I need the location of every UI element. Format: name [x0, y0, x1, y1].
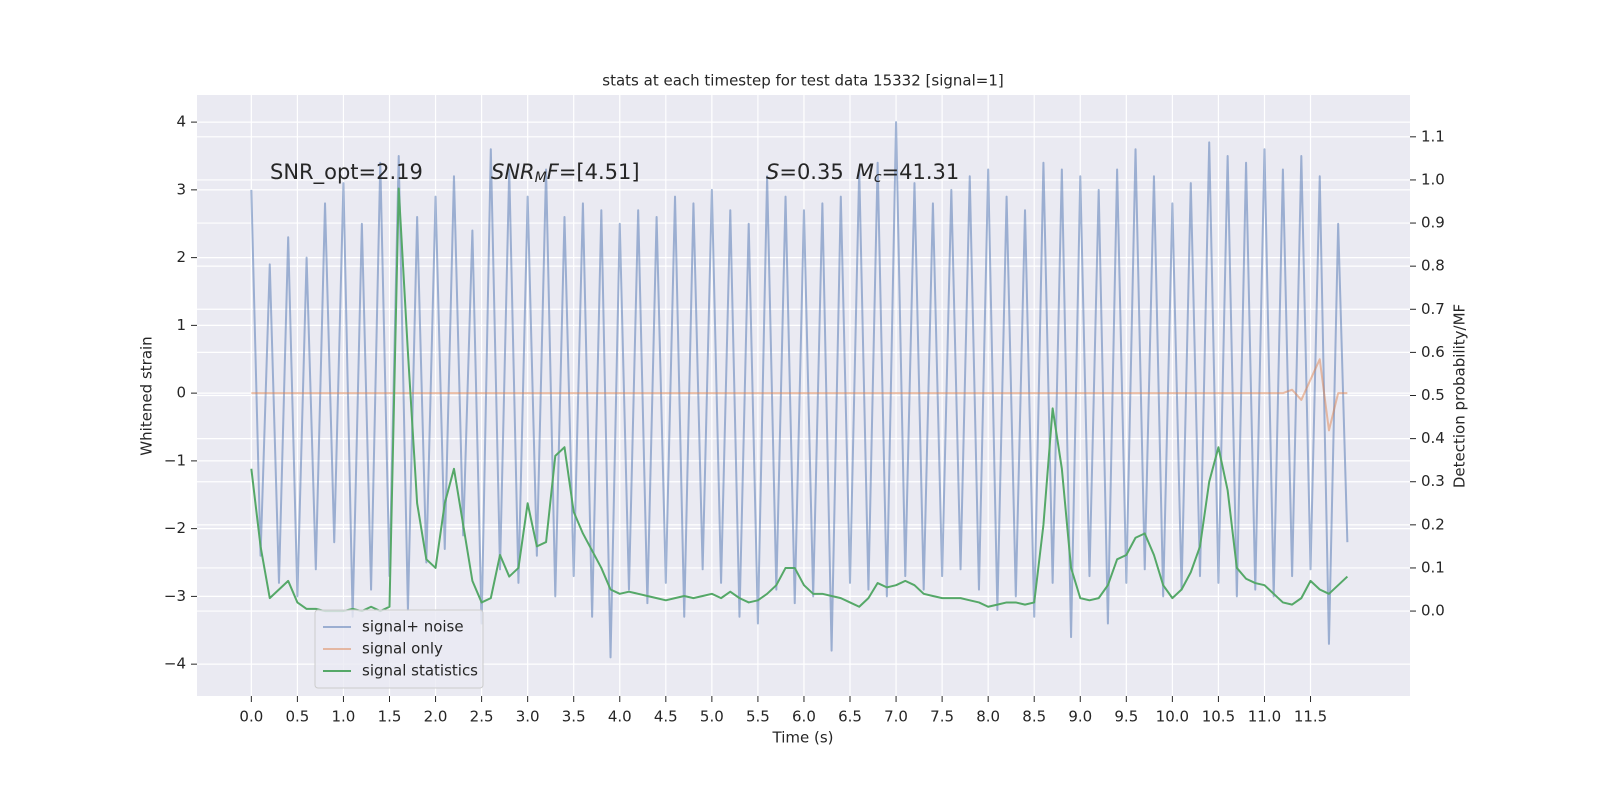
legend-label: signal only	[362, 640, 443, 658]
x-tick-label: 4.0	[608, 708, 632, 726]
series-line	[250, 121, 1349, 659]
x-tick-label: 11.5	[1294, 708, 1327, 726]
x-tick-label: 9.5	[1114, 708, 1138, 726]
y2-axis-label: Detection probability/MF	[1451, 304, 1469, 488]
x-tick-label: 4.5	[654, 708, 678, 726]
legend: signal+ noise signal only signal statistic…	[314, 609, 484, 689]
x-tick-label: 1.0	[332, 708, 356, 726]
y2-tick-label: 1.0	[1421, 170, 1445, 188]
labels: 0.0 0.5 1.0 1.5 2.0 2.5 3.0 3.5 4.0 4.5 5.0 5.5 6.0 6…	[164, 113, 1445, 726]
legend-label: signal+ noise	[362, 618, 464, 636]
chart-title: stats at each timestep for test data 153…	[602, 72, 1003, 90]
x-tick-label: 7.5	[930, 708, 954, 726]
annotation-part: c	[874, 170, 882, 186]
y2-tick-label: 0.7	[1421, 300, 1445, 318]
y-tick-label: 3	[176, 180, 186, 198]
y2-tick-label: 0.0	[1421, 602, 1445, 620]
x-tick-label: 6.5	[838, 708, 862, 726]
y-tick-label: −4	[164, 655, 186, 673]
x-tick-label: 0.0	[239, 708, 263, 726]
series-line	[250, 187, 1349, 613]
y-tick-label: −1	[164, 451, 186, 469]
annotation-part: =41.31	[882, 160, 960, 184]
y-tick-label: 4	[176, 113, 186, 131]
y2-tick-label: 0.1	[1421, 558, 1445, 576]
x-tick-label: 10.5	[1202, 708, 1235, 726]
y2-tick-label: 0.8	[1421, 257, 1445, 275]
x-tick-label: 2.5	[470, 708, 494, 726]
y2-tick-label: 1.1	[1421, 127, 1445, 145]
x-tick-label: 5.0	[700, 708, 724, 726]
legend-box	[314, 609, 484, 689]
annotation: SNR_opt=2.19	[270, 160, 423, 185]
annotation-part: M	[535, 170, 547, 186]
x-axis-label: Time (s)	[772, 729, 834, 747]
annotation-part: =0.35	[779, 160, 843, 184]
x-tick-label: 5.5	[746, 708, 770, 726]
annotation-part: SNR_opt=2.19	[270, 160, 423, 185]
y2-tick-label: 0.4	[1421, 429, 1445, 447]
y2-tick-label: 0.9	[1421, 214, 1445, 232]
x-tick-label: 2.0	[424, 708, 448, 726]
y-tick-label: 0	[176, 384, 186, 402]
x-tick-label: 6.0	[792, 708, 816, 726]
y-tick-label: −3	[164, 587, 186, 605]
y2-tick-label: 0.2	[1421, 515, 1445, 533]
x-tick-label: 3.0	[516, 708, 540, 726]
y-tick-label: 1	[176, 316, 186, 334]
x-tick-label: 0.5	[285, 708, 309, 726]
x-tick-label: 11.0	[1248, 708, 1281, 726]
annotation-part: F	[547, 160, 560, 184]
y2-tick-label: 0.6	[1421, 343, 1445, 361]
x-tick-label: 9.0	[1068, 708, 1092, 726]
annotation-part: SNR	[491, 160, 535, 184]
y-axis-label: Whitened strain	[138, 336, 156, 455]
x-tick-label: 3.5	[562, 708, 586, 726]
annotation: SNRMF=[4.51]	[491, 160, 640, 186]
series-line	[251, 358, 1348, 432]
marks	[250, 121, 1349, 659]
x-tick-label: 8.5	[1022, 708, 1046, 726]
x-tick-label: 7.0	[884, 708, 908, 726]
x-tick-label: 8.0	[976, 708, 1000, 726]
y2-tick-label: 0.5	[1421, 386, 1445, 404]
x-tick-label: 1.5	[378, 708, 402, 726]
legend-label: signal statistics	[362, 662, 478, 680]
y-tick-label: 2	[176, 248, 186, 266]
annotation-part: S	[766, 160, 779, 184]
x-tick-label: 10.0	[1156, 708, 1189, 726]
annotation-part: =[4.51]	[559, 160, 640, 184]
annotation: S=0.35 Mc=41.31	[766, 160, 959, 186]
annotation-part: M	[856, 160, 874, 184]
y-tick-label: −2	[164, 519, 186, 537]
y2-tick-label: 0.3	[1421, 472, 1445, 490]
